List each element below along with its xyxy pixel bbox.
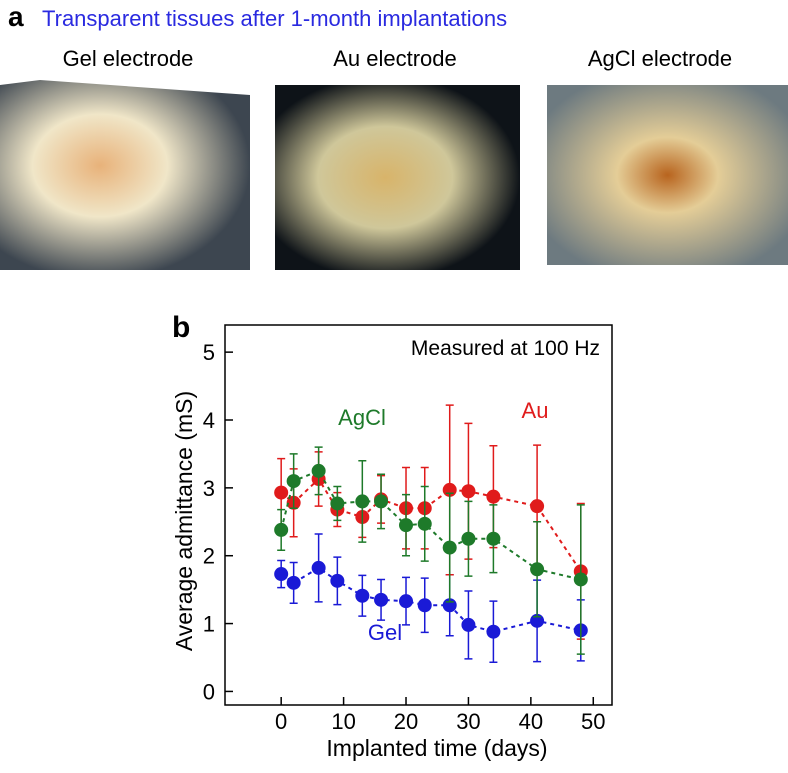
data-point [374,494,389,509]
x-tick-label: 20 [394,709,418,734]
data-point [573,572,588,587]
image-caption: AgCl electrode [588,46,732,71]
data-point [355,588,370,603]
x-tick-label: 30 [456,709,480,734]
series-label: AgCl [338,405,386,430]
data-point [442,540,457,555]
data-point [286,575,301,590]
x-tick-label: 50 [581,709,605,734]
data-point [274,567,289,582]
plot-frame [224,324,613,706]
data-point [417,598,432,613]
tissue-photo [0,80,250,270]
x-tick-label: 10 [331,709,355,734]
data-point [330,573,345,588]
image-caption: Au electrode [333,46,457,71]
data-point [399,594,414,609]
y-axis-label: Average admittance (mS) [171,391,197,651]
y-tick-label: 5 [203,340,215,365]
data-point [274,485,289,500]
data-point [461,484,476,499]
data-point [486,531,501,546]
data-point [461,617,476,632]
series-label: Gel [368,620,402,645]
y-tick-label: 0 [203,679,215,704]
y-tick-label: 3 [203,476,215,501]
panel-title: Transparent tissues after 1-month implan… [42,6,507,31]
data-point [274,522,289,537]
data-point [486,624,501,639]
data-point [330,496,345,511]
image-caption: Gel electrode [63,46,194,71]
data-point [311,560,326,575]
x-axis-label: Implanted time (days) [326,735,547,761]
annotation: Measured at 100 Hz [411,337,600,360]
data-point [374,592,389,607]
x-tick-label: 40 [519,709,543,734]
y-tick-label: 4 [203,408,215,433]
data-point [530,499,545,514]
data-point [461,531,476,546]
data-point [417,516,432,531]
panel-label: b [172,311,190,344]
tissue-photo [547,85,788,265]
data-point [311,463,326,478]
panel-label: a [8,1,24,32]
series-label: Au [522,398,549,423]
data-point [530,562,545,577]
x-tick-label: 0 [275,709,287,734]
y-tick-label: 2 [203,544,215,569]
y-tick-label: 1 [203,612,215,637]
data-point [486,489,501,504]
data-point [355,494,370,509]
tissue-photo [275,85,520,270]
data-point [399,518,414,533]
data-point [286,474,301,489]
